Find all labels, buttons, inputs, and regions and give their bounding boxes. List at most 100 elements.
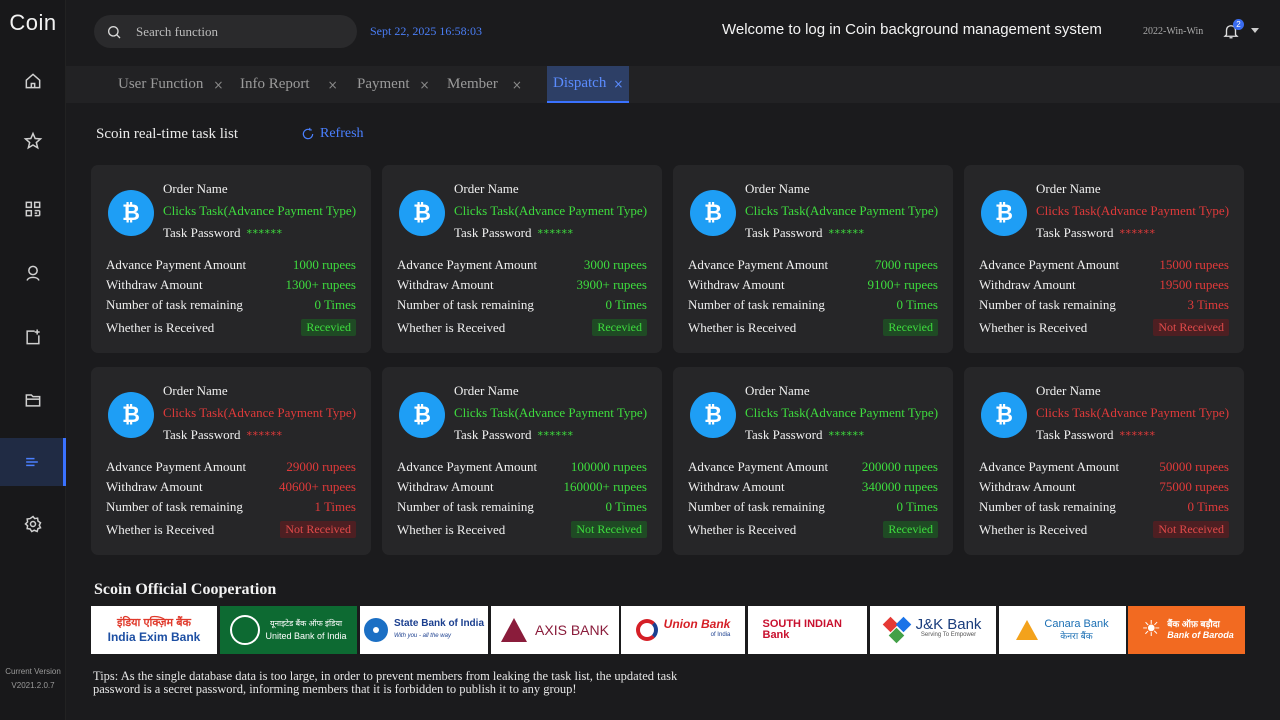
remaining-label: Number of task remaining xyxy=(688,499,825,514)
sidebar-item-settings[interactable] xyxy=(0,500,66,548)
task-password-label: Task Password xyxy=(454,225,532,240)
bank-logo-union: Union Bank of India xyxy=(621,606,745,654)
remaining-value: 3 Times xyxy=(1187,297,1229,312)
order-name-label: Order Name xyxy=(163,181,228,196)
advance-label: Advance Payment Amount xyxy=(688,257,829,272)
bitcoin-icon: ₿ xyxy=(981,392,1027,438)
bank-hindi: केनरा बैंक xyxy=(1060,631,1093,641)
remaining-label: Number of task remaining xyxy=(397,499,534,514)
sidebar-item-home[interactable] xyxy=(0,57,66,105)
bank-name: United Bank of India xyxy=(265,631,347,641)
order-name-label: Order Name xyxy=(454,383,519,398)
bank-tagline: With you - all the way xyxy=(393,633,451,639)
task-password-value: ****** xyxy=(537,227,574,240)
task-password-value: ****** xyxy=(537,429,574,442)
tab-member[interactable]: Member × xyxy=(447,66,522,103)
remaining-value: 0 Times xyxy=(1187,499,1229,514)
tab-close-icon[interactable]: × xyxy=(419,77,430,92)
tab-close-icon[interactable]: × xyxy=(327,77,338,92)
status-badge: Not Received xyxy=(1153,319,1229,336)
status-badge: Recevied xyxy=(883,521,938,538)
tab-payment[interactable]: Payment × xyxy=(357,66,430,103)
bitcoin-icon: ₿ xyxy=(690,392,736,438)
withdraw-value: 1300+ rupees xyxy=(285,277,356,292)
bank-name: Union Bank xyxy=(663,617,731,631)
remaining-value: 1 Times xyxy=(314,499,356,514)
bank-name: Canara Bank xyxy=(1044,618,1109,630)
advance-value: 50000 rupees xyxy=(1159,459,1229,474)
bell-icon xyxy=(1223,25,1239,39)
folder-icon xyxy=(25,394,41,407)
user-name[interactable]: 2022-Win-Win xyxy=(1143,26,1204,37)
task-password-label: Task Password xyxy=(1036,225,1114,240)
advance-label: Advance Payment Amount xyxy=(106,459,247,474)
status-badge: Not Received xyxy=(280,521,356,538)
advance-value: 3000 rupees xyxy=(583,257,647,272)
remaining-label: Number of task remaining xyxy=(106,499,243,514)
advance-label: Advance Payment Amount xyxy=(397,459,538,474)
advance-label: Advance Payment Amount xyxy=(688,459,829,474)
task-password-value: ****** xyxy=(246,227,283,240)
axis-logo-icon xyxy=(501,618,528,642)
task-type: Clicks Task(Advance Payment Type) xyxy=(163,203,357,218)
user-icon xyxy=(26,265,40,281)
task-card: ₿ Order Name Clicks Task(Advance Payment T… xyxy=(382,165,662,353)
received-label: Whether is Received xyxy=(979,320,1088,335)
status-badge: Not Received xyxy=(1153,521,1229,538)
tab-info-report[interactable]: Info Report × xyxy=(240,66,338,103)
bitcoin-icon: ₿ xyxy=(108,392,154,438)
advance-label: Advance Payment Amount xyxy=(979,257,1120,272)
dispatch-icon xyxy=(25,457,38,467)
task-type: Clicks Task(Advance Payment Type) xyxy=(1036,203,1230,218)
advance-label: Advance Payment Amount xyxy=(397,257,538,272)
bank-logo-sbi: State Bank of India With you - all the w… xyxy=(360,606,488,654)
sidebar-item-apps[interactable] xyxy=(0,185,66,233)
bank-name: State Bank of India xyxy=(393,618,484,629)
notification-button[interactable]: 2 xyxy=(1222,19,1244,42)
status-badge: Not Received xyxy=(571,521,647,538)
search-input[interactable] xyxy=(136,23,336,40)
note-icon xyxy=(26,329,40,345)
withdraw-label: Withdraw Amount xyxy=(688,277,785,292)
task-card: ₿ Order Name Clicks Task(Advance Payment T… xyxy=(91,165,371,353)
bank-logo-united: यूनाइटेड बैंक ऑफ इंडिया United Bank of I… xyxy=(220,606,357,654)
bank-logo-baroda: ☀ बैंक ऑफ़ बड़ौदा Bank of Baroda xyxy=(1128,606,1245,654)
sidebar-item-files[interactable] xyxy=(0,376,66,424)
bitcoin-icon: ₿ xyxy=(108,190,154,236)
tab-close-icon[interactable]: × xyxy=(511,77,522,92)
order-name-label: Order Name xyxy=(1036,383,1101,398)
withdraw-label: Withdraw Amount xyxy=(106,479,203,494)
tab-label: Member xyxy=(447,76,498,92)
bank-logo-canara: Canara Bank केनरा बैंक xyxy=(999,606,1126,654)
sidebar-item-notes[interactable] xyxy=(0,313,66,361)
status-badge: Recevied xyxy=(301,319,356,336)
bitcoin-icon: ₿ xyxy=(981,190,1027,236)
refresh-button[interactable]: Refresh xyxy=(301,126,364,142)
sidebar-item-dispatch[interactable] xyxy=(0,438,66,486)
tab-dispatch[interactable]: Dispatch × xyxy=(547,66,630,103)
tab-label: Payment xyxy=(357,76,410,92)
task-type: Clicks Task(Advance Payment Type) xyxy=(745,203,939,218)
tab-close-icon[interactable]: × xyxy=(613,76,624,91)
bitcoin-icon: ₿ xyxy=(399,392,445,438)
received-label: Whether is Received xyxy=(106,320,215,335)
withdraw-label: Withdraw Amount xyxy=(979,479,1076,494)
task-password-value: ****** xyxy=(246,429,283,442)
task-password-value: ****** xyxy=(1119,227,1156,240)
tab-close-icon[interactable]: × xyxy=(213,77,224,92)
user-menu-chevron-down-icon[interactable] xyxy=(1251,28,1259,33)
sidebar-item-favorites[interactable] xyxy=(0,117,66,165)
task-type: Clicks Task(Advance Payment Type) xyxy=(454,405,648,420)
bank-tagline: Serving To Empower xyxy=(920,632,977,638)
received-label: Whether is Received xyxy=(397,522,506,537)
remaining-label: Number of task remaining xyxy=(979,297,1116,312)
advance-value: 100000 rupees xyxy=(570,459,647,474)
sidebar-item-users[interactable] xyxy=(0,249,66,297)
order-name-label: Order Name xyxy=(454,181,519,196)
task-card: ₿ Order Name Clicks Task(Advance Payment T… xyxy=(382,367,662,555)
bank-logo-axis: AXIS BANK xyxy=(491,606,619,654)
baroda-logo-icon: ☀ xyxy=(1141,617,1162,642)
search-box[interactable] xyxy=(94,15,357,48)
tab-user-function[interactable]: User Function × xyxy=(118,66,223,103)
remaining-label: Number of task remaining xyxy=(979,499,1116,514)
